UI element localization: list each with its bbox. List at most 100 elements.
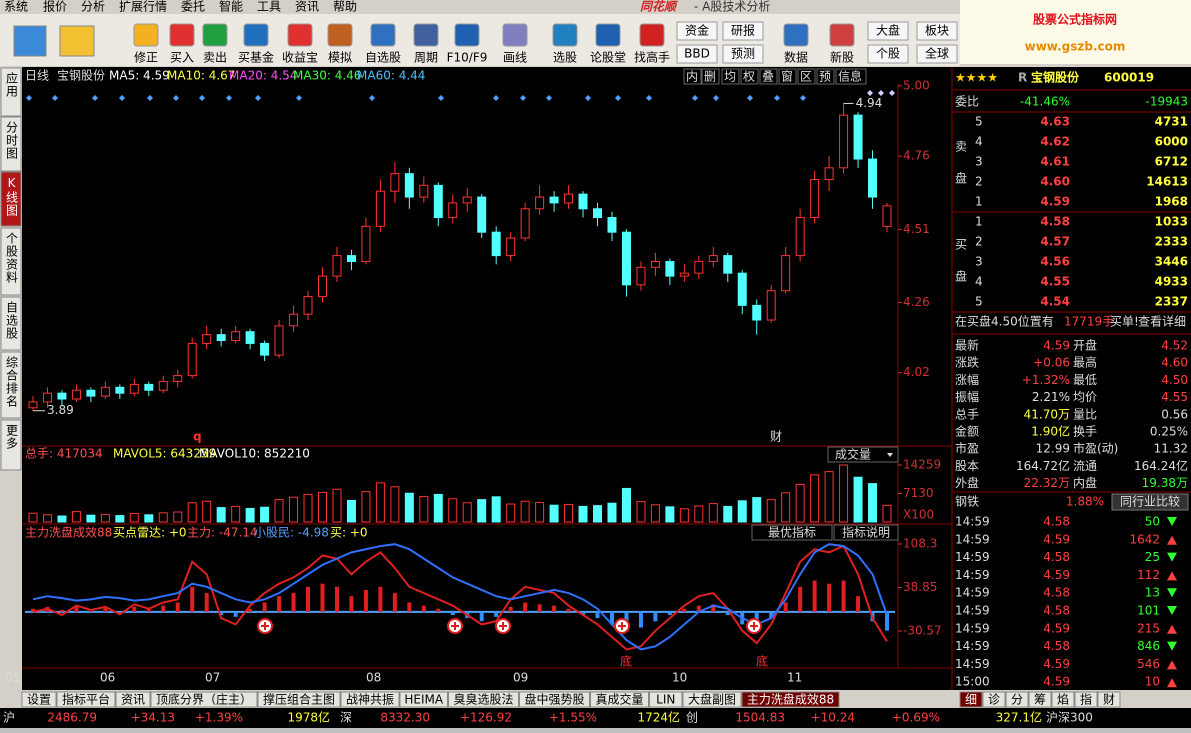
toolbar-button-label[interactable]: 周期 [414,51,438,65]
chart-button-label[interactable]: 预 [819,70,831,84]
menu-item[interactable]: 资讯 [295,0,319,14]
toolbar-small-label[interactable]: 研报 [731,23,755,38]
toolbar-button-label[interactable]: 模拟 [328,51,352,65]
panel-tab[interactable] [1097,691,1121,708]
toolbar-button-label[interactable]: 画线 [503,51,527,65]
bottom-tab[interactable] [115,691,151,708]
toolbar-small-label[interactable]: 板块 [925,24,949,38]
bottom-tab[interactable] [150,691,258,708]
indicator-button-label[interactable]: 指标说明 [842,525,890,540]
chart-button-label[interactable]: 均 [724,70,736,84]
chart-button[interactable] [759,68,778,85]
toolbar-small-label[interactable]: 个股 [876,47,900,61]
panel-tab-label[interactable]: 焰 [1057,692,1069,707]
toolbar-icon[interactable] [783,23,809,47]
industry-box[interactable] [1111,493,1189,511]
chart-button[interactable] [797,68,816,85]
chart-button[interactable] [740,68,759,85]
toolbar-icon[interactable] [454,23,480,47]
bottom-tab-label[interactable]: 顶底分界（庄主） [156,692,252,707]
toolbar-button-label[interactable]: 论股堂 [590,51,626,65]
toolbar-button-label[interactable]: F10/F9 [447,51,488,65]
menu-item[interactable]: 分析 [81,0,105,14]
menu-item[interactable]: 系统 [4,0,28,14]
bottom-tab-label[interactable]: 指标平台 [62,692,110,707]
bottom-tab[interactable] [649,691,683,708]
toolbar-small-label[interactable]: BBD [684,47,710,61]
bottom-tab-label[interactable]: 资讯 [121,693,145,707]
volume-selector[interactable] [827,446,899,463]
toolbar-button-label[interactable]: 修正 [134,50,158,65]
panel-tab-label[interactable]: 指 [1080,692,1092,707]
indicator-button[interactable] [751,524,833,541]
toolbar-icon[interactable] [639,23,665,47]
panel-tab[interactable] [982,691,1006,708]
sidebar-tab-label[interactable]: K线图 [5,176,19,217]
toolbar-small-button[interactable] [916,44,958,64]
bottom-tab-label[interactable]: HEIMA [404,693,443,707]
menu-item[interactable]: 扩展行情 [119,0,167,14]
chart-button-label[interactable]: 区 [800,70,812,84]
toolbar-icon[interactable] [552,23,578,47]
toolbar-button-label[interactable]: 买基金 [238,50,274,65]
toolbar-icon[interactable] [413,23,439,47]
panel-tab[interactable] [1074,691,1098,708]
bottom-tab-label[interactable]: 战神共振 [346,693,394,707]
panel-tab[interactable] [1005,691,1029,708]
bottom-tab[interactable] [340,691,400,708]
toolbar-icon[interactable] [133,23,159,47]
panel-tab-label[interactable]: 财 [1103,693,1115,707]
toolbar-small-button[interactable] [916,21,958,41]
toolbar-icon[interactable] [327,23,353,47]
sidebar-tab-label[interactable]: 自选股 [5,301,19,340]
bottom-tab-label[interactable]: 盘中强势股 [524,692,584,707]
chart-button[interactable] [835,68,867,85]
indicator-button[interactable] [833,524,899,541]
toolbar-icon[interactable] [287,23,313,47]
bottom-tab-label[interactable]: 主力洗盘成效88 [747,692,834,707]
panel-tab-label[interactable]: 细 [965,693,977,707]
sidebar-tab-label[interactable]: 综合排名 [5,356,19,408]
bottom-tab[interactable] [21,691,57,708]
chart-button[interactable] [701,68,720,85]
toolbar-button-label[interactable]: 新股 [830,50,854,65]
toolbar-small-label[interactable]: 大盘 [876,23,900,38]
panel-tab[interactable] [1051,691,1075,708]
sidebar-tab[interactable] [0,171,22,227]
bottom-tab[interactable] [590,691,649,708]
bottom-tab[interactable] [257,691,341,708]
sidebar-tab-label[interactable]: 分时图 [5,121,19,160]
toolbar-icon[interactable] [202,23,228,47]
bottom-tab[interactable] [682,691,742,708]
chart-button-label[interactable]: 窗 [781,70,793,84]
toolbar-small-button[interactable] [676,44,718,64]
bottom-tab-label[interactable]: 撑压组合主图 [263,692,335,707]
notice-text[interactable]: 查看详细 [1138,314,1186,329]
toolbar-button-label[interactable]: 买入 [170,51,194,65]
menu-item[interactable]: 智能 [219,0,243,14]
toolbar-small-label[interactable]: 资金 [685,23,709,38]
sidebar-tab[interactable] [0,296,22,351]
toolbar-small-button[interactable] [722,21,764,41]
chart-button-label[interactable]: 内 [686,70,698,84]
volume-selector-label[interactable]: 成交量 [835,447,871,462]
sidebar-tab[interactable] [0,116,22,172]
chart-button[interactable] [721,68,740,85]
toolbar-button-label[interactable]: 收益宝 [282,51,318,65]
toolbar-small-button[interactable] [867,44,909,64]
indicator-button-label[interactable]: 最优指标 [768,525,816,540]
sidebar-tab[interactable] [0,419,22,471]
toolbar-small-button[interactable] [867,21,909,41]
chart-button-label[interactable]: 信息 [838,69,862,84]
chart-button-label[interactable]: 删 [704,70,716,84]
chart-button[interactable] [778,68,797,85]
toolbar-button-label[interactable]: 卖出 [203,51,227,65]
toolbar-button-label[interactable]: 数据 [784,50,808,65]
industry-compare[interactable]: 同行业比较 [1120,494,1180,509]
sidebar-tab[interactable] [0,351,22,419]
panel-tab[interactable] [959,691,983,708]
toolbar-small-button[interactable] [722,44,764,64]
bottom-tab-label[interactable]: LIN [656,693,675,707]
bottom-tab-label[interactable]: 大盘副图 [688,692,736,707]
sidebar-tab[interactable] [0,67,22,117]
